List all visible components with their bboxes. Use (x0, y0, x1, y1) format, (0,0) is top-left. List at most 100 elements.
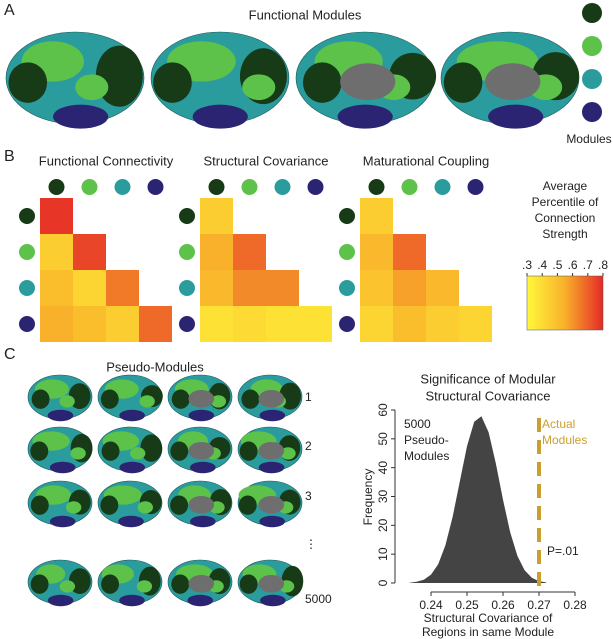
category-swatch (241, 179, 258, 195)
medial-wall (188, 574, 215, 593)
heatmap-cell (200, 234, 233, 270)
colorbar-tick-label: .3 (522, 258, 532, 272)
heatmap-cell (73, 306, 106, 342)
brain-region (8, 62, 48, 103)
brain-surface (237, 374, 303, 422)
heatmap-cell (200, 270, 233, 306)
brain-region (65, 501, 82, 514)
medial-wall (485, 63, 541, 101)
category-swatch (179, 208, 195, 224)
brain-region (171, 574, 190, 594)
legend-title: Modules (566, 132, 611, 146)
legend-swatch (582, 3, 602, 23)
heatmap-cell (106, 306, 139, 342)
heatmap-cell (360, 306, 393, 342)
row-label: 5000 (305, 592, 332, 606)
brain-surface (167, 374, 233, 422)
brain-region (47, 409, 74, 422)
category-swatch (434, 179, 451, 195)
colorbar-tick-label: .8 (598, 258, 608, 272)
brain-region (153, 62, 192, 103)
brain-surface (150, 31, 290, 129)
medial-wall (258, 441, 285, 460)
medial-wall (188, 495, 215, 514)
colorbar-title: Percentile of (532, 195, 599, 209)
brain-region (258, 461, 285, 474)
brain-region (190, 515, 216, 528)
category-swatch (339, 244, 355, 260)
brain-surface (167, 480, 233, 528)
brain-region (30, 495, 49, 515)
brain-region (140, 434, 163, 462)
panel-title: Functional Modules (249, 7, 362, 22)
legend-swatch (582, 102, 602, 122)
brain-region (59, 580, 76, 593)
brain-region (242, 74, 276, 101)
brain-surface (27, 374, 93, 422)
brain-region (187, 594, 214, 607)
colorbar-title: Connection (535, 211, 596, 225)
heatmap-cell (40, 198, 73, 234)
brain-region (30, 574, 49, 594)
category-swatch (19, 280, 35, 296)
heatmap-cell (73, 234, 106, 270)
colorbar-title: Average (543, 179, 588, 193)
row-label: 2 (305, 439, 312, 453)
medial-wall (258, 389, 285, 408)
brain-region (239, 574, 258, 594)
heatmap-cell (200, 198, 233, 234)
x-tick-label: 0.28 (563, 598, 587, 612)
category-swatch (339, 208, 355, 224)
heatmap-cell (200, 306, 233, 342)
heatmap-cell (426, 306, 459, 342)
heatmap-cell (73, 270, 106, 306)
x-tick-label: 0.25 (455, 598, 479, 612)
brain-region (119, 409, 145, 422)
category-swatch (81, 179, 98, 195)
brain-region (75, 74, 109, 101)
brain-region (239, 441, 258, 461)
x-axis-label: Regions in same Module (422, 625, 554, 639)
y-axis-label: Frequency (361, 469, 375, 526)
brain-surface (27, 480, 93, 528)
brain-region (101, 574, 120, 594)
brain-surface (5, 31, 145, 129)
brain-surface (27, 559, 93, 607)
y-tick-label: 10 (376, 547, 390, 561)
brain-region (260, 594, 286, 607)
heatmap-cell (233, 270, 266, 306)
heatmap-cell (106, 270, 139, 306)
category-swatch (368, 179, 385, 195)
heatmap-cell (459, 306, 492, 342)
category-swatch (179, 316, 195, 332)
annotation: Pseudo- (404, 433, 449, 447)
brain-region (31, 389, 50, 409)
y-tick-label: 0 (376, 579, 390, 586)
brain-surface (97, 426, 163, 474)
brain-region (241, 389, 260, 409)
brain-region (53, 104, 109, 129)
colorbar-tick-label: .5 (552, 258, 562, 272)
heatmap-cell (233, 306, 266, 342)
chart-title: Structural Covariance (204, 153, 329, 168)
heatmap-cell (266, 306, 299, 342)
brain-region (337, 104, 393, 129)
panel-label: B (4, 148, 15, 165)
brain-region (443, 62, 483, 103)
brain-region (47, 594, 74, 607)
brain-region (119, 461, 146, 474)
category-swatch (274, 179, 291, 195)
chart-title: Significance of Modular (420, 371, 556, 386)
y-tick-label: 30 (376, 490, 390, 504)
category-swatch (179, 280, 195, 296)
heatmap-cell (393, 234, 426, 270)
brain-surface (237, 559, 304, 607)
heatmap-cell (266, 270, 299, 306)
brain-region (170, 441, 189, 461)
brain-region (190, 461, 216, 474)
brain-region (280, 447, 296, 460)
brain-region (259, 409, 286, 422)
brain-region (192, 104, 248, 129)
brain-surface (97, 480, 163, 528)
brain-region (136, 580, 153, 593)
